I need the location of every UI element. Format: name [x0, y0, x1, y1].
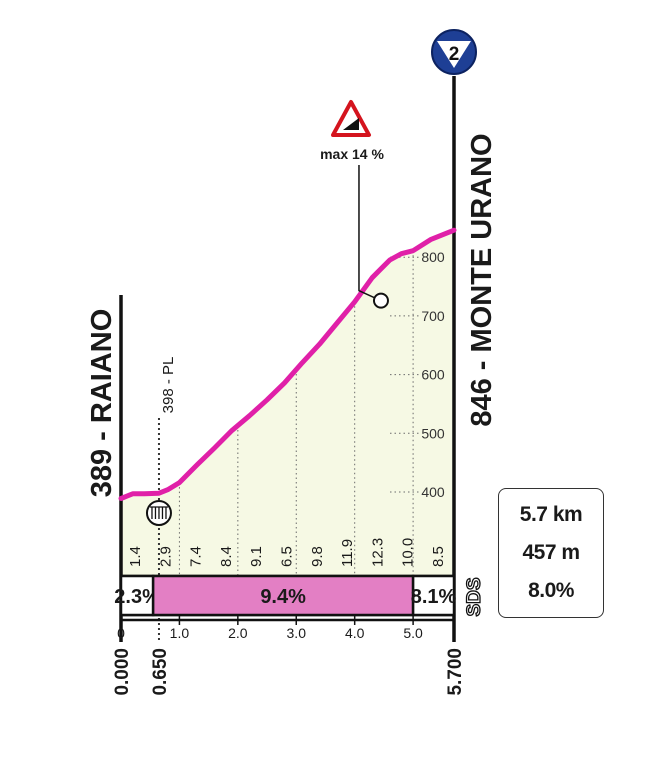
- gradient-band-label: 9.4%: [260, 586, 306, 608]
- altitude-tick-label: 700: [421, 308, 445, 324]
- intermediate-label: 398 - PL: [160, 357, 177, 414]
- x-axis-group: 0 1.0 2.0 3.0 4.0 5.0 0.000 0.650 5.700: [112, 615, 466, 696]
- distance-label: 0.000: [112, 648, 133, 696]
- distance-label: 5.700: [445, 648, 466, 696]
- altitude-tick-label: 800: [421, 249, 445, 265]
- km-tick-label: 0: [117, 625, 125, 641]
- segment-gradient-label: 9.1: [248, 546, 265, 567]
- sds-logo: SDS: [464, 577, 485, 616]
- km-tick-label: 2.0: [228, 625, 248, 641]
- distance-label: 0.650: [150, 648, 171, 696]
- profile-area: [121, 230, 454, 576]
- finish-label: 846 - MONTE URANO: [466, 133, 498, 426]
- segment-gradients-group: 1.4 2.9 7.4 8.4 9.1 6.5 9.8 11.9 12.3 10.0 8.5: [127, 538, 447, 567]
- km-tick-label: 1.0: [170, 625, 190, 641]
- climb-summary-box: 5.7 km 457 m 8.0%: [498, 488, 604, 618]
- profile-line: [118, 227, 457, 501]
- segment-gradient-label: 8.4: [218, 546, 235, 567]
- climb-labels-group: 389 - RAIANO 846 - MONTE URANO 398 - PL max…: [86, 29, 498, 526]
- summary-elevation-gain: 457 m: [522, 541, 580, 564]
- km-tick-label: 3.0: [287, 625, 307, 641]
- steep-warning-icon: [331, 100, 371, 137]
- segment-gradient-label: 11.9: [339, 539, 356, 567]
- gradient-band: [411, 574, 456, 617]
- segment-gradient-label: 7.4: [188, 546, 205, 567]
- segment-gradient-label: 12.3: [369, 538, 386, 567]
- profile-area-group: [121, 230, 454, 576]
- altitude-tick-label: 600: [421, 367, 445, 383]
- km-tick-label: 4.0: [345, 625, 365, 641]
- km-tick-label: 5.0: [403, 625, 423, 641]
- altitude-tick-label: 400: [421, 484, 445, 500]
- max-gradient-leader: [358, 165, 382, 302]
- gradient-band-label: 8.1%: [411, 586, 457, 608]
- stage-badge-number: 2: [449, 44, 460, 65]
- stage-badge-shield-icon: [437, 41, 471, 68]
- altitude-tick-label: 500: [421, 425, 445, 441]
- segment-gradient-label: 8.5: [430, 546, 447, 567]
- summary-distance: 5.7 km: [519, 503, 583, 526]
- gradient-bands-group: 2.3% 9.4% 8.1% SDS: [114, 574, 486, 617]
- segment-gradient-label: 2.9: [157, 546, 174, 567]
- summary-average-gradient: 8.0%: [528, 579, 574, 602]
- start-label: 389 - RAIANO: [86, 309, 118, 498]
- segment-gradient-label: 10.0: [400, 538, 417, 567]
- max-gradient-label: max 14 %: [320, 146, 384, 162]
- gradient-band-label: 2.3%: [114, 586, 160, 608]
- max-gradient-point: [372, 292, 389, 309]
- steep-slope-icon: [343, 118, 359, 130]
- segment-gradient-label: 1.4: [127, 546, 144, 567]
- y-ticks-group: 400 500 600 700 800: [421, 249, 445, 500]
- segment-gradient-label: 6.5: [279, 546, 296, 567]
- segment-gradient-label: 9.8: [309, 546, 326, 567]
- gradient-band: [151, 574, 415, 617]
